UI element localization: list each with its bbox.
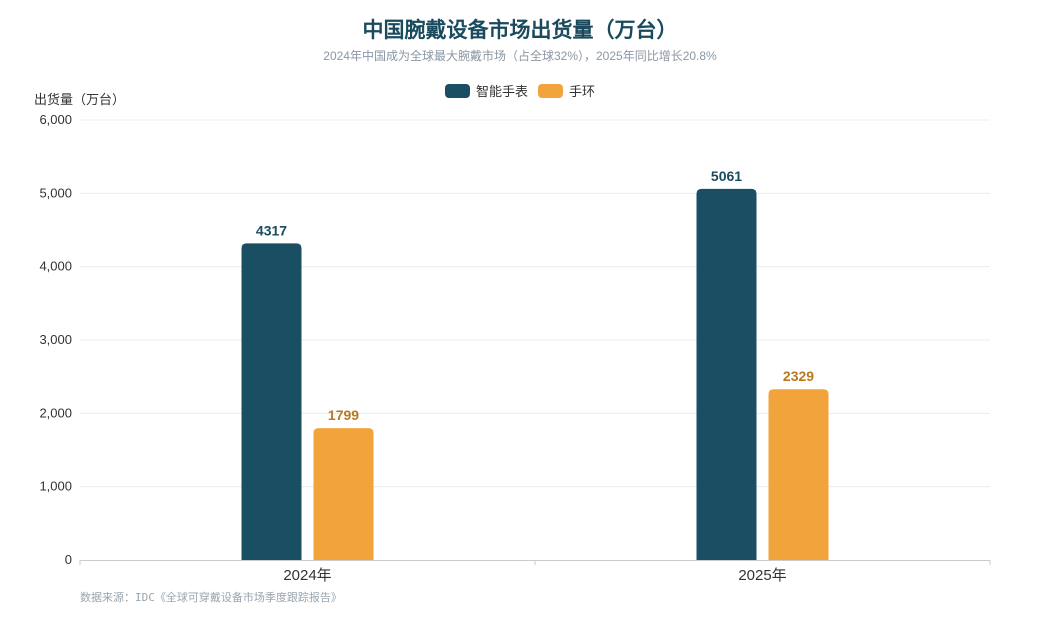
bar [313,428,374,560]
bar-value-label: 4317 [256,222,287,238]
y-tick-label: 6,000 [39,112,72,127]
chart-subtitle: 2024年中国成为全球最大腕戴市场（占全球32%），2025年同比增长20.8% [323,49,717,63]
bar [696,188,757,561]
y-tick-label: 4,000 [39,259,72,274]
bar-value-label: 1799 [328,407,359,423]
y-tick-label: 1,000 [39,479,72,494]
legend: 智能手表 手环 [0,81,1040,100]
y-axis-label: 出货量（万台） [34,92,126,107]
legend-label-band: 手环 [569,84,596,99]
y-tick-label: 2,000 [39,405,72,420]
legend-label-smartwatch: 智能手表 [475,84,528,99]
legend-swatch-smartwatch [444,83,470,98]
y-tick-label: 0 [65,552,72,567]
legend-item-band[interactable]: 手环 [538,81,595,100]
y-tick-label: 5,000 [39,185,72,200]
legend-item-smartwatch[interactable]: 智能手表 [444,81,528,100]
legend-swatch-band [538,83,563,98]
y-tick-label: 3,000 [39,332,72,347]
chart-title: 中国腕戴设备市场出货量（万台） [362,19,678,42]
bar-value-label: 5061 [711,168,742,184]
bar-value-label: 2329 [783,368,814,384]
x-tick-label: 2025年 [738,567,786,584]
x-tick-label: 2024年 [283,567,331,584]
data-source: 数据来源：IDC《全球可穿戴设备市场季度跟踪报告》 [80,591,342,604]
bar [768,389,829,560]
bar [241,243,302,561]
